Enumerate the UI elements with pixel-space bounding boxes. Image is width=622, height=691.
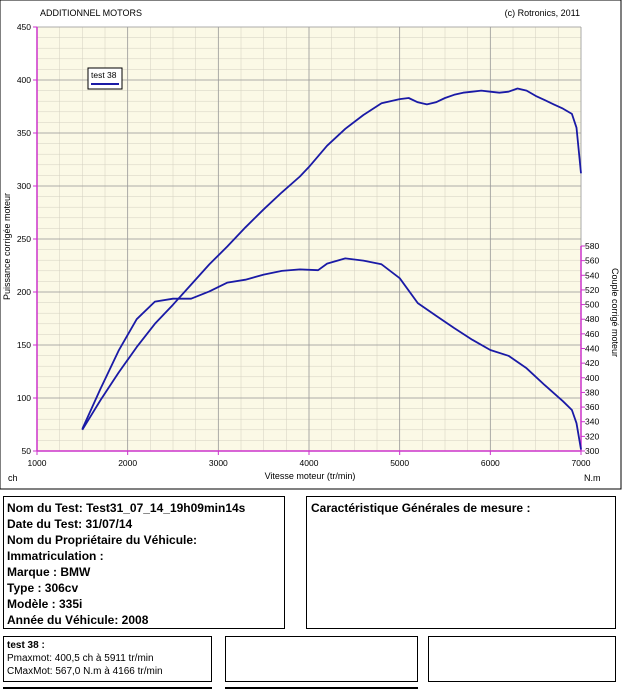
x-tick-label: 5000 bbox=[390, 458, 409, 468]
curves bbox=[81, 87, 582, 450]
power-torque-chart: 50 100 150 200 250 300 350 400 450 1000 2000 3000 40… bbox=[0, 0, 622, 490]
x-tick-label: 3000 bbox=[209, 458, 228, 468]
header-left-title: ADDITIONNEL MOTORS bbox=[40, 8, 142, 18]
y-right-tick-label: 560 bbox=[585, 256, 599, 266]
y-left-tick-label: 400 bbox=[17, 75, 31, 85]
header-right-title: (c) Rotronics, 2011 bbox=[505, 8, 580, 18]
x-tick-label: 1000 bbox=[28, 458, 47, 468]
test-date-line: Date du Test: 31/07/14 bbox=[7, 517, 133, 531]
bottom-line-left bbox=[3, 687, 212, 689]
y-right-tick-label: 540 bbox=[585, 270, 599, 280]
empty-box-right bbox=[428, 636, 616, 682]
type-line: Type : 306cv bbox=[7, 581, 79, 595]
result-title: test 38 : bbox=[7, 640, 45, 651]
axes bbox=[33, 26, 585, 455]
model-line: Modèle : 335i bbox=[7, 597, 83, 611]
y-left-tick-label: 100 bbox=[17, 393, 31, 403]
bottom-line-middle bbox=[225, 687, 418, 689]
pmax-line: Pmaxmot: 400,5 ch à 5911 tr/min bbox=[7, 653, 154, 664]
y-left-tick-label: 300 bbox=[17, 181, 31, 191]
vehicle-info-box: Nom du Test: Test31_07_14_19h09min14s Da… bbox=[3, 496, 285, 629]
x-tick-label: 7000 bbox=[572, 458, 591, 468]
y-right-tick-label: 400 bbox=[585, 373, 599, 383]
registration-line: Immatriculation : bbox=[7, 549, 104, 563]
year-line: Année du Véhicule: 2008 bbox=[7, 613, 149, 627]
power-curve bbox=[81, 87, 582, 431]
x-tick-label: 6000 bbox=[481, 458, 500, 468]
y-left-axis-label: Puissance corrigée moteur bbox=[2, 193, 12, 300]
x-tick-label: 4000 bbox=[300, 458, 319, 468]
y-right-tick-label: 460 bbox=[585, 329, 599, 339]
grid bbox=[36, 26, 582, 452]
y-right-tick-label: 340 bbox=[585, 417, 599, 427]
y-right-tick-label: 320 bbox=[585, 431, 599, 441]
empty-box-middle bbox=[225, 636, 418, 682]
cmax-line: CMaxMot: 567,0 N.m à 4166 tr/min bbox=[7, 666, 163, 677]
y-left-tick-label: 350 bbox=[17, 128, 31, 138]
legend: test 38 bbox=[87, 67, 123, 90]
y-left-tick-label: 50 bbox=[22, 446, 32, 456]
unit-left-label: ch bbox=[8, 473, 18, 483]
test-name-line: Nom du Test: Test31_07_14_19h09min14s bbox=[7, 501, 246, 515]
characteristics-title: Caractéristique Générales de mesure : bbox=[311, 501, 531, 515]
torque-curve bbox=[81, 257, 582, 450]
y-right-tick-label: 420 bbox=[585, 358, 599, 368]
legend-label: test 38 bbox=[91, 70, 117, 80]
y-left-tick-label: 450 bbox=[17, 22, 31, 32]
y-right-tick-label: 500 bbox=[585, 300, 599, 310]
y-right-tick-label: 440 bbox=[585, 344, 599, 354]
x-tick-label: 2000 bbox=[118, 458, 137, 468]
result-box: test 38 : Pmaxmot: 400,5 ch à 5911 tr/mi… bbox=[3, 636, 212, 682]
y-right-tick-label: 520 bbox=[585, 285, 599, 295]
y-right-axis-label: Couple corrigé moteur bbox=[610, 268, 620, 357]
y-right-tick-label: 360 bbox=[585, 402, 599, 412]
y-left-tick-label: 250 bbox=[17, 234, 31, 244]
unit-right-label: N.m bbox=[584, 473, 601, 483]
x-axis-label: Vitesse moteur (tr/min) bbox=[265, 471, 356, 481]
y-right-tick-label: 580 bbox=[585, 241, 599, 251]
y-left-tick-label: 200 bbox=[17, 287, 31, 297]
y-right-tick-label: 380 bbox=[585, 387, 599, 397]
brand-line: Marque : BMW bbox=[7, 565, 91, 579]
y-left-tick-label: 150 bbox=[17, 340, 31, 350]
owner-line: Nom du Propriétaire du Véhicule: bbox=[7, 533, 198, 547]
y-right-tick-label: 480 bbox=[585, 314, 599, 324]
tick-labels: 50 100 150 200 250 300 350 400 450 1000 2000 3000 40… bbox=[17, 22, 600, 468]
characteristics-box: Caractéristique Générales de mesure : bbox=[306, 496, 616, 629]
y-right-tick-label: 300 bbox=[585, 446, 599, 456]
